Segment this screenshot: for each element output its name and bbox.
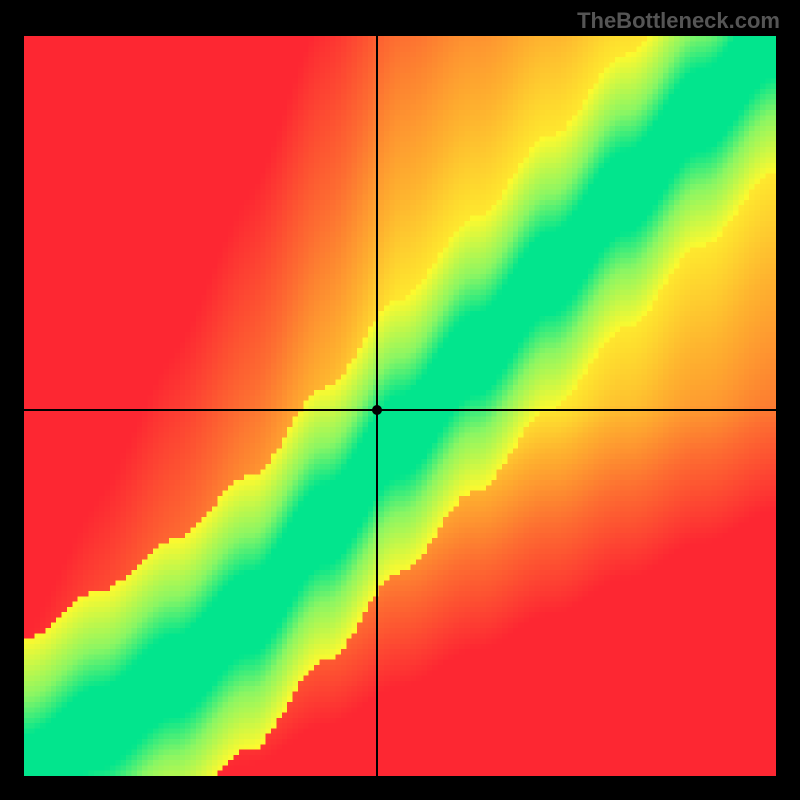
heatmap-plot xyxy=(24,36,776,776)
watermark-label: TheBottleneck.com xyxy=(577,8,780,34)
crosshair-marker xyxy=(372,405,382,415)
heatmap-canvas xyxy=(24,36,776,776)
crosshair-horizontal xyxy=(24,409,776,411)
